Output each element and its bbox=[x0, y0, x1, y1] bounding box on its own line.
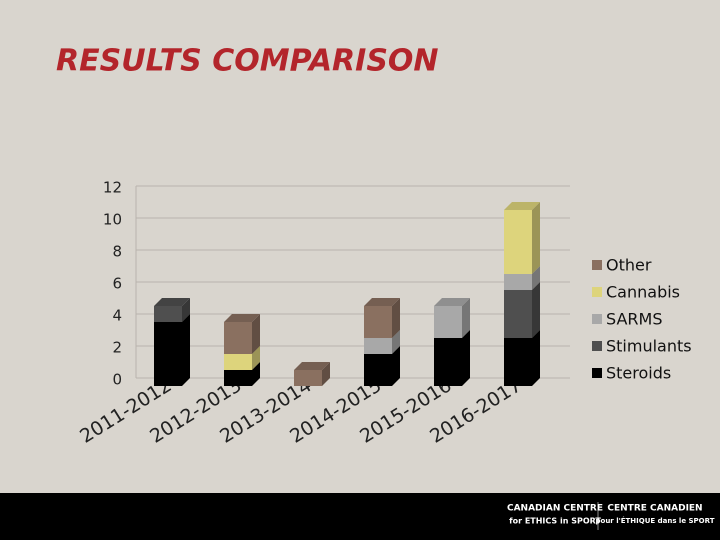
bar-segment bbox=[504, 210, 532, 274]
footer-bar bbox=[0, 493, 720, 540]
logo-en-line1: CANADIAN CENTRE bbox=[507, 504, 603, 514]
bar-side bbox=[182, 314, 190, 386]
bar-segment bbox=[504, 274, 532, 290]
bar-segment bbox=[364, 354, 392, 386]
legend-label: Cannabis bbox=[606, 283, 680, 302]
bar-segment bbox=[224, 354, 252, 370]
legend-swatch bbox=[592, 341, 602, 351]
logo-fr-line1: CENTRE CANADIEN bbox=[607, 504, 702, 514]
y-tick-label: 2 bbox=[112, 339, 122, 357]
bar-side bbox=[462, 330, 470, 386]
bar-segment bbox=[224, 322, 252, 354]
bar-side bbox=[252, 314, 260, 354]
bar-top bbox=[364, 298, 400, 306]
bar-side bbox=[532, 202, 540, 274]
legend-label: Other bbox=[606, 256, 652, 275]
slide-title: RESULTS COMPARISON bbox=[56, 44, 439, 79]
bar-segment bbox=[154, 322, 182, 386]
legend-label: Stimulants bbox=[606, 337, 692, 356]
bar-side bbox=[392, 298, 400, 338]
bar-top bbox=[154, 298, 190, 306]
bar-top bbox=[224, 314, 260, 322]
bar-side bbox=[392, 346, 400, 386]
legend-swatch bbox=[592, 260, 602, 270]
y-tick-label: 6 bbox=[112, 275, 122, 293]
bar-segment bbox=[504, 338, 532, 386]
bar-top bbox=[504, 202, 540, 210]
bar-side bbox=[532, 330, 540, 386]
y-tick-label: 10 bbox=[103, 211, 122, 229]
y-tick-label: 4 bbox=[112, 307, 122, 325]
bar-segment bbox=[364, 306, 392, 338]
logo-fr-line2: pour l'ÉTHIQUE dans le SPORT bbox=[596, 516, 715, 525]
y-tick-label: 8 bbox=[112, 243, 122, 261]
bar-segment bbox=[294, 370, 322, 386]
bar-segment bbox=[504, 290, 532, 338]
y-tick-label: 0 bbox=[112, 371, 122, 389]
legend-swatch bbox=[592, 314, 602, 324]
bar-segment bbox=[434, 338, 462, 386]
bar-top bbox=[294, 362, 330, 370]
legend-label: SARMS bbox=[606, 310, 662, 329]
legend-swatch bbox=[592, 368, 602, 378]
bar-side bbox=[532, 282, 540, 338]
bar-segment bbox=[224, 370, 252, 386]
bar-top bbox=[434, 298, 470, 306]
logo-en-line2: for ETHICS in SPORT bbox=[509, 517, 601, 526]
bar-side bbox=[462, 298, 470, 338]
bar-segment bbox=[434, 306, 462, 338]
bar-segment bbox=[154, 306, 182, 322]
legend-label: Steroids bbox=[606, 364, 671, 383]
legend-swatch bbox=[592, 287, 602, 297]
bar-segment bbox=[364, 338, 392, 354]
y-tick-label: 12 bbox=[103, 179, 122, 197]
